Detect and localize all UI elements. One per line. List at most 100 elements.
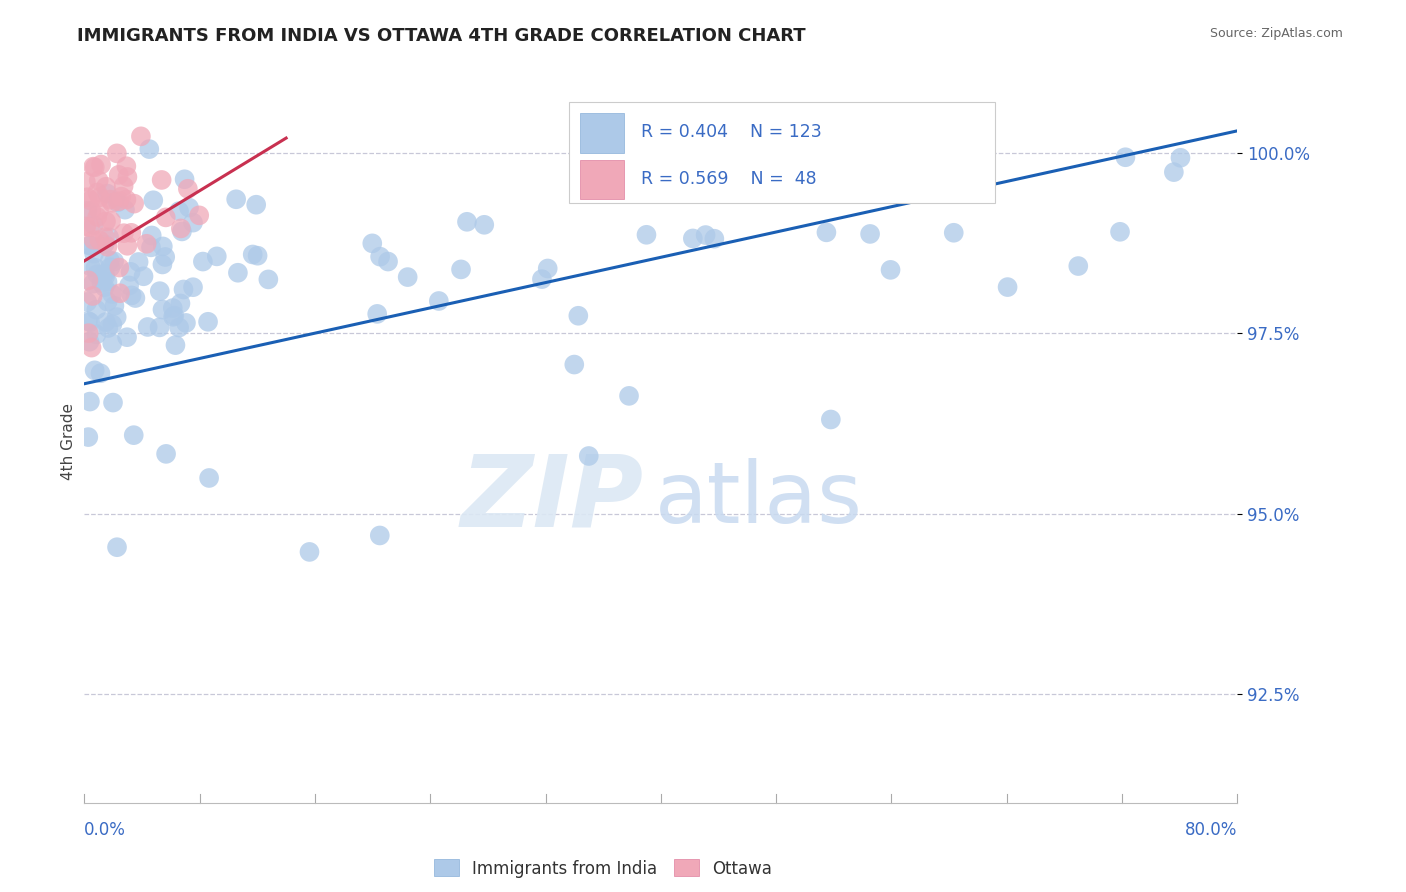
Text: ZIP: ZIP bbox=[461, 450, 644, 548]
Point bbox=[108, 286, 131, 301]
Point bbox=[101, 287, 124, 301]
Point bbox=[472, 218, 495, 232]
Point bbox=[87, 173, 110, 187]
Point bbox=[100, 214, 122, 228]
Point bbox=[537, 261, 560, 276]
Point bbox=[94, 269, 117, 284]
Point bbox=[150, 173, 173, 187]
Point bbox=[366, 307, 388, 321]
Point bbox=[105, 310, 128, 324]
Point bbox=[82, 160, 104, 174]
Point bbox=[80, 238, 103, 252]
Point bbox=[170, 224, 193, 238]
Point bbox=[456, 215, 478, 229]
Point bbox=[152, 239, 174, 253]
Point bbox=[242, 247, 264, 261]
Point bbox=[94, 214, 117, 228]
Point bbox=[139, 240, 162, 254]
Point bbox=[94, 179, 117, 194]
Bar bbox=[581, 160, 624, 200]
Bar bbox=[581, 112, 624, 153]
Point bbox=[94, 266, 117, 280]
Point bbox=[89, 190, 111, 204]
Point bbox=[149, 284, 172, 298]
Y-axis label: 4th Grade: 4th Grade bbox=[60, 403, 76, 480]
Point bbox=[108, 194, 131, 209]
Point bbox=[77, 273, 100, 287]
Point bbox=[98, 230, 121, 244]
Point bbox=[155, 447, 177, 461]
Point bbox=[167, 204, 190, 219]
Point bbox=[117, 169, 139, 184]
Point bbox=[226, 266, 249, 280]
Point bbox=[682, 231, 704, 245]
Point bbox=[997, 280, 1019, 294]
Point bbox=[103, 299, 125, 313]
Point bbox=[96, 275, 118, 289]
Point bbox=[105, 540, 128, 554]
Point bbox=[93, 237, 115, 252]
Point bbox=[162, 301, 184, 315]
Point bbox=[298, 545, 321, 559]
Text: 80.0%: 80.0% bbox=[1185, 821, 1237, 838]
Point bbox=[152, 302, 174, 317]
Point bbox=[79, 334, 101, 349]
Point bbox=[97, 321, 120, 335]
Point bbox=[361, 236, 384, 251]
Point bbox=[84, 302, 107, 317]
Point bbox=[83, 233, 105, 247]
Point bbox=[96, 294, 118, 309]
Point bbox=[90, 157, 112, 171]
Point bbox=[87, 203, 110, 218]
Point bbox=[107, 195, 129, 210]
Point bbox=[103, 254, 125, 268]
Point bbox=[96, 240, 118, 254]
Point bbox=[76, 190, 98, 204]
Point bbox=[862, 165, 884, 179]
Text: R = 0.404    N = 123: R = 0.404 N = 123 bbox=[641, 123, 823, 141]
Point bbox=[155, 250, 177, 264]
Point bbox=[177, 201, 200, 215]
Point bbox=[124, 291, 146, 305]
Point bbox=[108, 260, 131, 275]
Point bbox=[86, 186, 108, 200]
Point bbox=[921, 180, 943, 194]
Point bbox=[101, 318, 124, 332]
Point bbox=[118, 278, 141, 293]
Point bbox=[173, 172, 195, 186]
Point bbox=[114, 202, 136, 217]
Point bbox=[84, 260, 107, 275]
Point bbox=[79, 194, 101, 208]
FancyBboxPatch shape bbox=[568, 102, 995, 203]
Point bbox=[1109, 225, 1132, 239]
Point bbox=[815, 225, 838, 239]
Point bbox=[170, 221, 193, 235]
Point bbox=[427, 293, 450, 308]
Point bbox=[530, 272, 553, 286]
Point bbox=[695, 228, 717, 243]
Point bbox=[167, 320, 190, 334]
Point bbox=[396, 270, 419, 285]
Point bbox=[79, 394, 101, 409]
Point bbox=[98, 193, 121, 207]
Point bbox=[879, 263, 901, 277]
Point bbox=[86, 268, 108, 282]
Point bbox=[205, 249, 228, 263]
Point bbox=[121, 288, 143, 302]
Point bbox=[101, 336, 124, 351]
Point bbox=[93, 280, 115, 294]
Point bbox=[79, 315, 101, 329]
Point bbox=[941, 124, 963, 138]
Point bbox=[77, 314, 100, 328]
Point bbox=[110, 189, 132, 203]
Point bbox=[120, 226, 142, 240]
Point bbox=[225, 192, 247, 206]
Point bbox=[188, 208, 211, 222]
Text: atlas: atlas bbox=[655, 458, 863, 541]
Point bbox=[90, 276, 112, 290]
Point bbox=[82, 277, 104, 291]
Point bbox=[89, 366, 111, 380]
Point bbox=[368, 250, 391, 264]
Point bbox=[165, 338, 187, 352]
Point bbox=[174, 316, 197, 330]
